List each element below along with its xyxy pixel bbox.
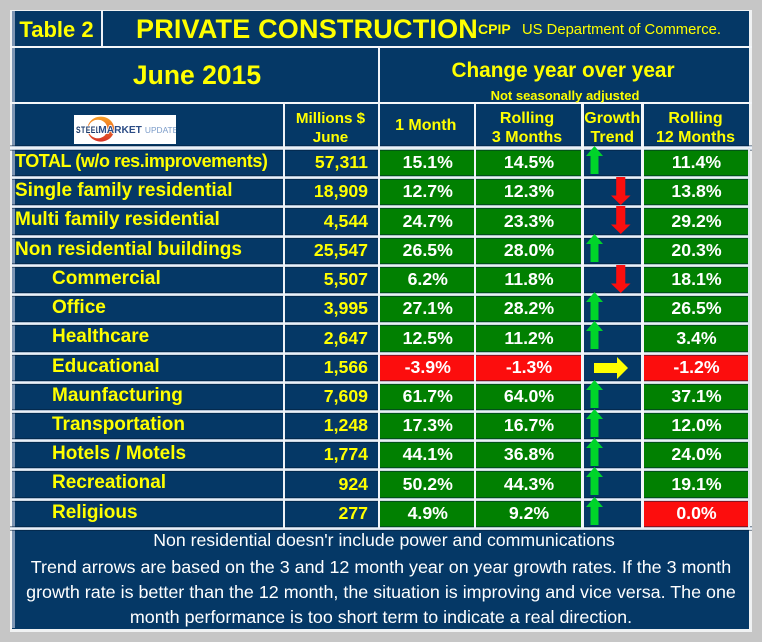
svg-text:STEEL: STEEL	[76, 124, 100, 135]
svg-text:MARKET: MARKET	[98, 125, 142, 136]
svg-text:UPDATE: UPDATE	[145, 125, 176, 135]
